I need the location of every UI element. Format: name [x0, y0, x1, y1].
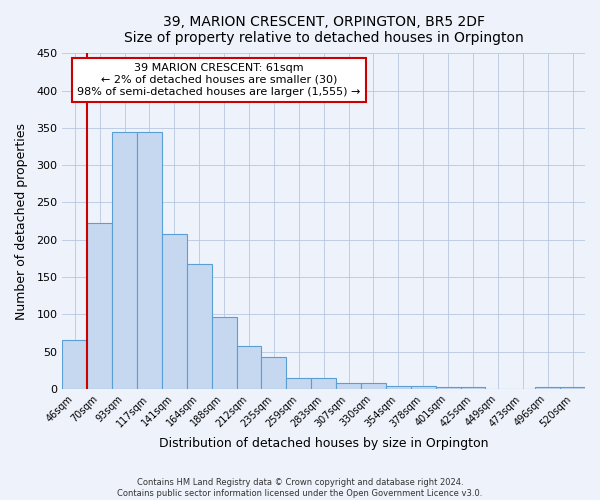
- Text: Contains HM Land Registry data © Crown copyright and database right 2024.
Contai: Contains HM Land Registry data © Crown c…: [118, 478, 482, 498]
- Bar: [336, 383, 361, 389]
- Bar: [411, 386, 436, 389]
- Title: 39, MARION CRESCENT, ORPINGTON, BR5 2DF
Size of property relative to detached ho: 39, MARION CRESCENT, ORPINGTON, BR5 2DF …: [124, 15, 524, 45]
- Bar: [560, 388, 585, 389]
- Bar: [361, 383, 386, 389]
- Bar: [212, 316, 236, 389]
- Bar: [286, 378, 311, 389]
- Bar: [535, 388, 560, 389]
- Bar: [311, 378, 336, 389]
- X-axis label: Distribution of detached houses by size in Orpington: Distribution of detached houses by size …: [159, 437, 488, 450]
- Bar: [62, 340, 87, 389]
- Bar: [436, 388, 461, 389]
- Text: 39 MARION CRESCENT: 61sqm
← 2% of detached houses are smaller (30)
98% of semi-d: 39 MARION CRESCENT: 61sqm ← 2% of detach…: [77, 64, 361, 96]
- Bar: [236, 346, 262, 389]
- Bar: [187, 264, 212, 389]
- Bar: [461, 388, 485, 389]
- Y-axis label: Number of detached properties: Number of detached properties: [15, 122, 28, 320]
- Bar: [386, 386, 411, 389]
- Bar: [137, 132, 162, 389]
- Bar: [112, 132, 137, 389]
- Bar: [262, 357, 286, 389]
- Bar: [162, 234, 187, 389]
- Bar: [87, 224, 112, 389]
